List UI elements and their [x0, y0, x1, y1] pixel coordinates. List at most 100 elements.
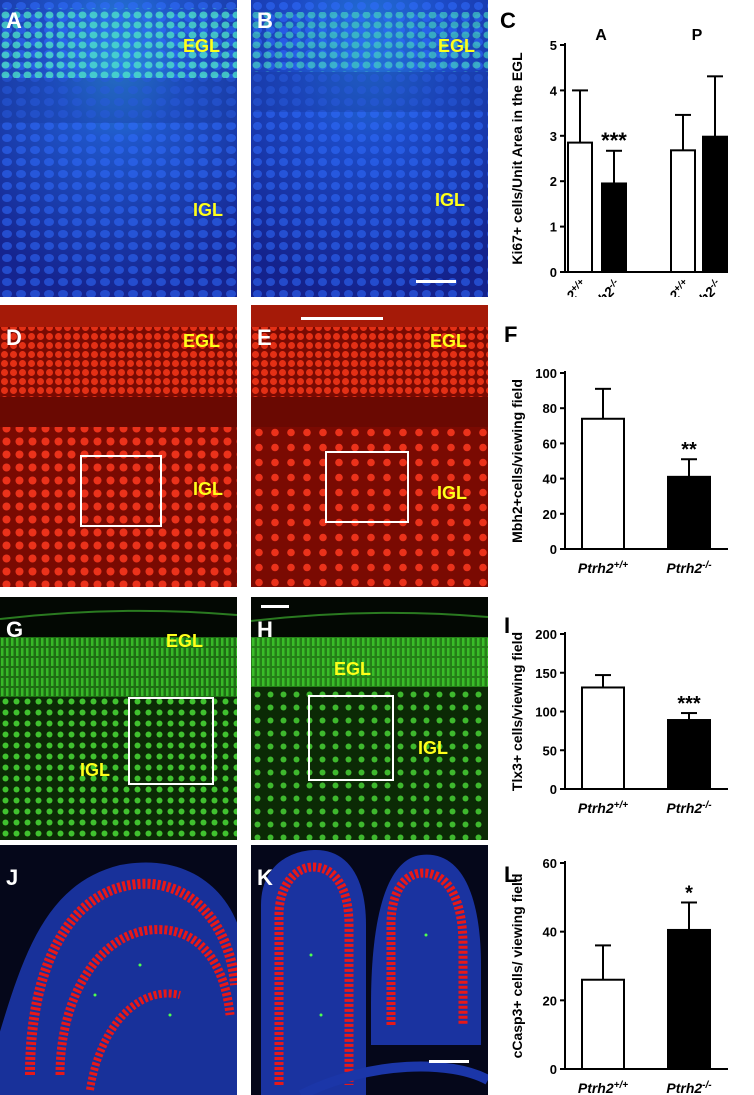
panel-label-j: J	[6, 865, 19, 890]
panel-label-d: D	[6, 325, 22, 350]
bar-knockout	[601, 182, 627, 273]
y-tick-label: 0	[550, 542, 557, 557]
igl-label: IGL	[437, 483, 467, 503]
y-tick-label: 40	[543, 472, 557, 487]
x-tick-label: Ptrh2+/+	[646, 276, 693, 297]
x-tick-label: Ptrh2-/-	[666, 1080, 712, 1095]
region-of-interest-box	[325, 451, 409, 523]
y-tick-label: 50	[543, 743, 557, 758]
y-tick-label: 60	[543, 856, 557, 871]
y-axis-label: Mbh2+cells/viewing field	[509, 379, 525, 543]
region-of-interest-box	[80, 455, 162, 527]
y-tick-label: 20	[543, 993, 557, 1008]
panel-label-b: B	[257, 8, 273, 33]
ccasp3-micrograph-j	[0, 845, 237, 1095]
group-label: P	[692, 27, 703, 44]
y-axis-label: Tlx3+ cells/viewing field	[509, 632, 525, 791]
significance-marker: ***	[601, 128, 627, 153]
x-tick-label: Ptrh2+/+	[578, 800, 628, 817]
y-tick-label: 1	[550, 220, 557, 235]
bar-wildtype	[581, 978, 625, 1071]
ki67-micrograph-a	[0, 0, 237, 297]
igl-label: IGL	[193, 200, 223, 220]
y-tick-label: 40	[543, 925, 557, 940]
mbh2-micrograph-d	[0, 305, 237, 587]
micrograph-panel-e: E EGL IGL	[251, 305, 488, 587]
ki67-micrograph-b	[251, 0, 488, 297]
igl-label: IGL	[435, 190, 465, 210]
region-of-interest-box	[128, 697, 214, 785]
panel-label-f: F	[504, 322, 518, 347]
micrograph-panel-a: A EGL IGL	[0, 0, 237, 297]
micrograph-panel-k: K	[251, 845, 488, 1095]
egl-label: EGL	[430, 331, 468, 351]
y-tick-label: 0	[550, 265, 557, 280]
bar-wildtype	[567, 141, 593, 273]
y-tick-label: 100	[535, 366, 557, 381]
bar-chart-ccasp3: 0 20 40 60 cCasp3+ cells/ viewing field Ptrh2…	[509, 856, 728, 1095]
egl-label: EGL	[334, 659, 372, 679]
ccasp3-micrograph-k	[251, 845, 488, 1095]
tlx3-micrograph-g	[0, 597, 237, 840]
y-tick-label: 60	[543, 436, 557, 451]
mbh2-micrograph-e	[251, 305, 488, 587]
panel-label-a: A	[6, 8, 22, 33]
bar-chart-ki67: 0 1 2 3 4 5 Ki67+ cells/Unit Area in the EGL Pt…	[509, 27, 728, 297]
y-tick-label: 3	[550, 129, 557, 144]
significance-marker: ***	[677, 693, 701, 715]
y-tick-label: 2	[550, 174, 557, 189]
egl-label: EGL	[183, 36, 221, 56]
significance-marker: *	[685, 882, 693, 904]
y-axis-label: cCasp3+ cells/ viewing field	[509, 874, 525, 1059]
y-tick-label: 0	[550, 782, 557, 797]
bar-chart-mbh2: 0 20 40 60 80 100 Mbh2+cells/viewing field Ptrh…	[509, 366, 728, 577]
group-label: A	[595, 27, 607, 44]
bar-chart-tlx3: 0 50 100 150 200 Tlx3+ cells/viewing field Ptr…	[509, 627, 728, 817]
panel-label-h: H	[257, 617, 273, 642]
scale-bar	[301, 317, 383, 320]
bar-wildtype	[670, 149, 696, 273]
region-of-interest-box	[308, 695, 394, 781]
y-tick-label: 200	[535, 627, 557, 642]
micrograph-panel-d: D EGL IGL	[0, 305, 237, 587]
x-tick-label: Ptrh2-/-	[580, 276, 624, 297]
panel-label-k: K	[257, 865, 273, 890]
y-tick-label: 100	[535, 705, 557, 720]
igl-label: IGL	[193, 479, 223, 499]
x-tick-label: Ptrh2+/+	[578, 1080, 628, 1095]
panel-label-i: I	[504, 613, 511, 638]
significance-marker: **	[681, 439, 697, 461]
panel-label-l: L	[504, 862, 518, 887]
bar-wildtype	[581, 686, 625, 790]
tlx3-micrograph-h	[251, 597, 488, 840]
x-tick-label: Ptrh2-/-	[666, 560, 712, 577]
egl-label: EGL	[438, 36, 476, 56]
igl-label: IGL	[418, 738, 448, 758]
scale-bar	[416, 280, 456, 283]
igl-label: IGL	[80, 760, 110, 780]
egl-label: EGL	[183, 331, 221, 351]
micrograph-panel-h: H EGL IGL	[251, 597, 488, 840]
micrograph-panel-b: B EGL IGL	[251, 0, 488, 297]
y-tick-label: 4	[550, 83, 558, 98]
bar-knockout	[667, 928, 711, 1070]
y-tick-label: 5	[550, 38, 557, 53]
scale-bar	[429, 1060, 469, 1063]
micrograph-panel-g: G EGL IGL	[0, 597, 237, 840]
egl-label: EGL	[166, 631, 204, 651]
y-tick-label: 150	[535, 666, 557, 681]
x-tick-label: Ptrh2-/-	[681, 276, 725, 297]
x-tick-label: Ptrh2+/+	[578, 560, 628, 577]
bar-knockout	[702, 135, 728, 273]
bar-knockout	[667, 475, 711, 550]
y-tick-label: 0	[550, 1062, 557, 1077]
micrograph-panel-j: J	[0, 845, 237, 1095]
bar-wildtype	[581, 417, 625, 551]
x-tick-label: Ptrh2-/-	[666, 800, 712, 817]
y-tick-label: 20	[543, 507, 557, 522]
panel-label-c: C	[500, 8, 516, 33]
panel-label-g: G	[6, 617, 24, 642]
bar-knockout	[667, 719, 711, 790]
panel-label-e: E	[257, 325, 272, 350]
y-axis-label: Ki67+ cells/Unit Area in the EGL	[509, 52, 525, 265]
